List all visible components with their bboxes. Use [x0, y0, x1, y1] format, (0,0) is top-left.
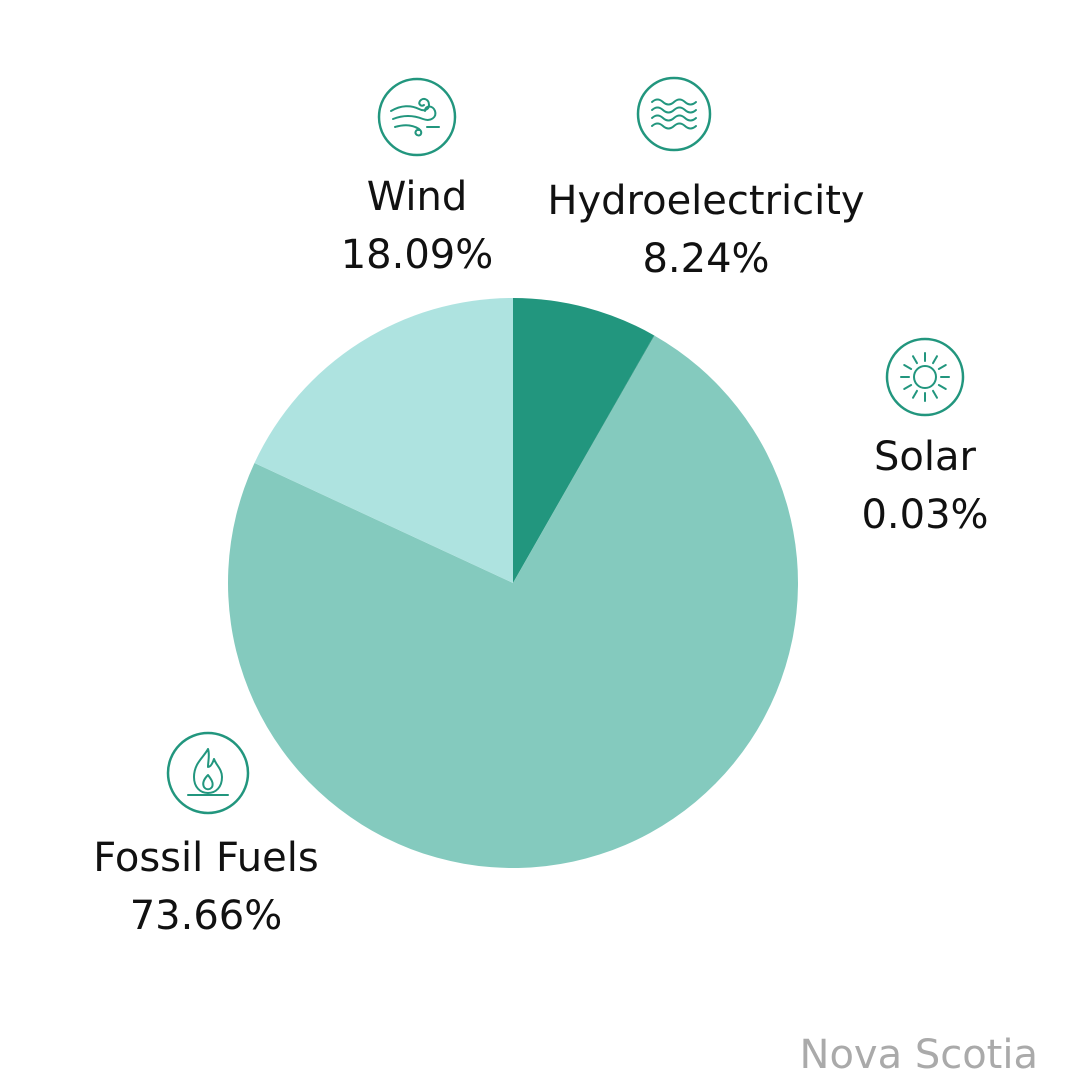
hydroelectricity-label: Hydroelectricity 8.24% [547, 172, 864, 288]
pie-slices [227, 298, 798, 868]
region-label: Nova Scotia [799, 1032, 1038, 1078]
pie-slice-hydro [513, 298, 655, 583]
pie-slice-fossil [227, 335, 798, 868]
fossil-fuels-label: Fossil Fuels 73.66% [93, 829, 318, 945]
wind-label: Wind 18.09% [341, 168, 494, 284]
fossil-fuels-name: Fossil Fuels [93, 835, 319, 881]
solar-name: Solar [874, 434, 976, 480]
hydroelectricity-name: Hydroelectricity [547, 178, 865, 224]
solar-label: Solar 0.03% [861, 428, 988, 544]
fossil-fuels-value: 73.66% [129, 893, 283, 939]
flame-icon [166, 731, 250, 815]
hydroelectricity-value: 8.24% [642, 236, 770, 282]
pie-slice-wind [254, 298, 513, 583]
wind-name: Wind [366, 174, 468, 220]
water-waves-icon [634, 74, 714, 154]
solar-value: 0.03% [861, 492, 989, 538]
sun-icon [885, 337, 965, 417]
pie-slice-solar [513, 335, 655, 583]
wind-value: 18.09% [340, 232, 494, 278]
wind-icon [377, 77, 457, 157]
